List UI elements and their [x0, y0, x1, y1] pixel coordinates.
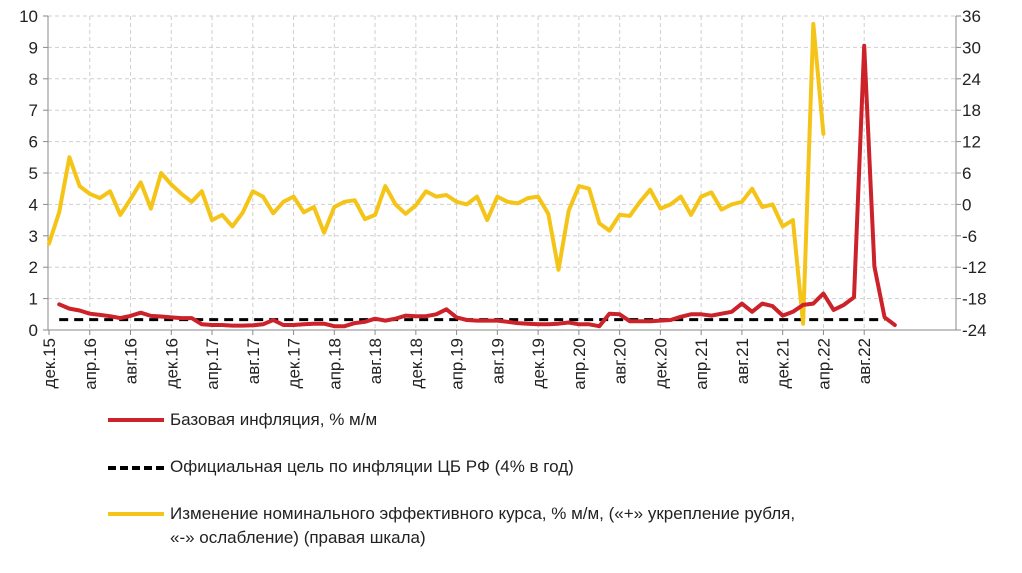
x-tick-label: апр.21 [692, 338, 711, 390]
y-left-tick-label: 3 [29, 227, 38, 246]
legend-label-exchange-rate-line2: «-» ослабление) (правая шкала) [170, 528, 426, 547]
y-right-tick-label: 12 [962, 133, 981, 152]
x-tick-label: апр.18 [325, 338, 344, 390]
legend-item-target: Официальная цель по инфляции ЦБ РФ (4% в… [108, 455, 1008, 479]
legend-item-exchange-rate: Изменение номинального эффективного курс… [108, 502, 1008, 550]
y-left-tick-label: 9 [29, 38, 38, 57]
legend-item-base-inflation: Базовая инфляция, % м/м [108, 408, 1008, 432]
legend-label-base-inflation: Базовая инфляция, % м/м [170, 410, 378, 429]
x-tick-label: дек.16 [162, 338, 181, 388]
x-tick-label: дек.15 [40, 338, 59, 388]
x-tick-label: апр.20 [570, 338, 589, 390]
x-tick-label: апр.19 [448, 338, 467, 390]
legend-swatch-red-line [108, 418, 164, 422]
y-left-tick-label: 5 [29, 164, 38, 183]
y-left-tick-label: 6 [29, 133, 38, 152]
x-tick-label: дек.21 [774, 338, 793, 388]
series-line-exchange-rate [47, 21, 826, 326]
legend-label-target: Официальная цель по инфляции ЦБ РФ (4% в… [170, 457, 574, 476]
labels-layer: 012345678910-24-18-12-6061218243036дек.1… [19, 7, 987, 390]
x-tick-label: авг.16 [122, 338, 141, 384]
y-left-tick-label: 1 [29, 290, 38, 309]
y-right-tick-label: 24 [962, 70, 981, 89]
series-layer [47, 21, 897, 329]
y-left-tick-label: 4 [29, 195, 38, 214]
y-left-tick-label: 8 [29, 70, 38, 89]
y-left-tick-label: 0 [29, 321, 38, 340]
y-left-tick-label: 7 [29, 101, 38, 120]
axes-layer [43, 15, 961, 335]
x-tick-label: авг.21 [733, 338, 752, 384]
y-right-tick-label: 30 [962, 38, 981, 57]
y-left-tick-label: 10 [19, 7, 38, 26]
y-right-tick-label: 6 [962, 164, 971, 183]
x-tick-label: дек.17 [285, 338, 304, 388]
y-right-tick-label: 36 [962, 7, 981, 26]
y-left-tick-label: 2 [29, 258, 38, 277]
legend-swatch-dashed-line [108, 466, 164, 470]
x-tick-label: авг.20 [611, 338, 630, 384]
x-tick-label: авг.19 [488, 338, 507, 384]
y-right-tick-label: 0 [962, 195, 971, 214]
y-right-tick-label: -6 [962, 227, 977, 246]
grid-layer [48, 15, 956, 330]
x-tick-label: апр.22 [814, 338, 833, 390]
legend-label-exchange-rate-line1: Изменение номинального эффективного курс… [170, 504, 796, 523]
series-line-base-inflation [57, 43, 897, 329]
x-tick-label: апр.16 [81, 338, 100, 390]
y-right-tick-label: -12 [962, 258, 987, 277]
y-right-tick-label: -18 [962, 290, 987, 309]
inflation-exchange-rate-chart: 012345678910-24-18-12-6061218243036дек.1… [19, 7, 987, 390]
legend-swatch-yellow-line [108, 512, 164, 516]
x-tick-label: апр.17 [203, 338, 222, 390]
x-tick-label: авг.22 [855, 338, 874, 384]
y-right-tick-label: -24 [962, 321, 987, 340]
x-tick-label: авг.18 [366, 338, 385, 384]
x-tick-label: дек.20 [651, 338, 670, 388]
x-tick-label: авг.17 [244, 338, 263, 384]
x-tick-label: дек.19 [529, 338, 548, 388]
y-right-tick-label: 18 [962, 101, 981, 120]
legend: Базовая инфляция, % м/м Официальная цель… [108, 408, 1008, 550]
x-tick-label: дек.18 [407, 338, 426, 388]
